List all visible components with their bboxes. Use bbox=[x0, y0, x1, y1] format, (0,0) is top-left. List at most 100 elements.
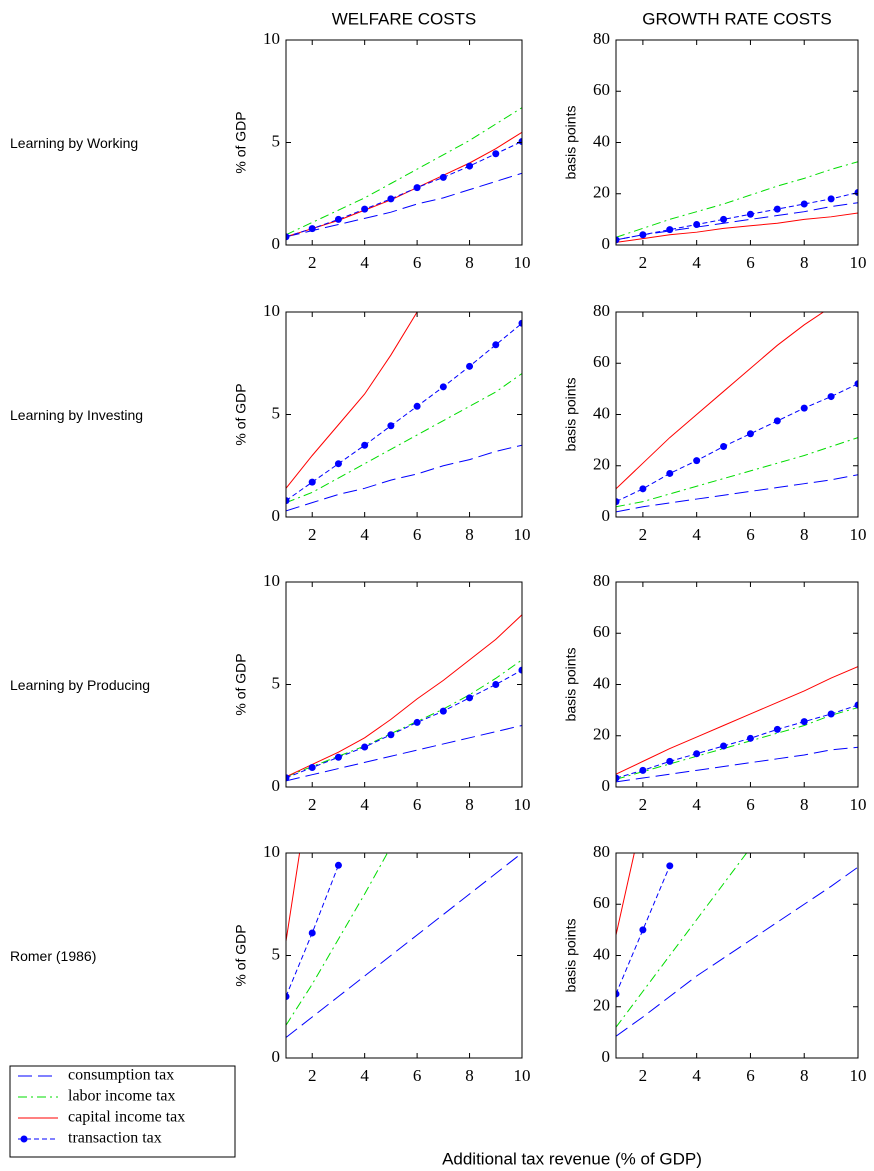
series-line bbox=[286, 444, 522, 512]
point bbox=[387, 195, 395, 203]
x-tick-label: 2 bbox=[639, 1066, 648, 1085]
point bbox=[466, 694, 474, 702]
point bbox=[286, 993, 290, 1000]
point bbox=[639, 231, 647, 239]
x-tick-label: 6 bbox=[746, 525, 755, 544]
series-line bbox=[616, 853, 635, 936]
series-line bbox=[616, 312, 825, 490]
y-tick-label: 60 bbox=[593, 352, 610, 371]
x-tick-label: 4 bbox=[692, 1066, 701, 1085]
point bbox=[466, 162, 474, 170]
point bbox=[387, 731, 395, 739]
point bbox=[639, 926, 647, 934]
point bbox=[773, 417, 781, 425]
axes-box bbox=[285, 581, 523, 788]
series-line bbox=[616, 383, 858, 503]
x-tick-label: 6 bbox=[413, 795, 422, 814]
series-line bbox=[286, 141, 522, 238]
series-line bbox=[286, 322, 522, 502]
axes-box bbox=[615, 852, 859, 1059]
x-tick-label: 4 bbox=[360, 1066, 369, 1085]
point bbox=[466, 362, 474, 370]
series-line bbox=[616, 437, 858, 508]
y-tick-label: 20 bbox=[593, 725, 610, 744]
point bbox=[413, 402, 421, 410]
y-tick-label: 40 bbox=[593, 131, 610, 150]
point bbox=[413, 184, 421, 192]
point bbox=[439, 383, 447, 391]
y-axis-label: % of GDP bbox=[233, 383, 249, 445]
series-line bbox=[286, 659, 522, 778]
y-tick-label: 10 bbox=[263, 842, 280, 861]
x-tick-label: 4 bbox=[692, 525, 701, 544]
point bbox=[308, 764, 316, 772]
x-tick-label: 10 bbox=[514, 253, 531, 272]
point bbox=[361, 743, 369, 751]
series-line bbox=[286, 172, 522, 238]
point bbox=[308, 478, 316, 486]
series-line bbox=[286, 853, 522, 1038]
x-tick-label: 8 bbox=[465, 1066, 474, 1085]
chart-title: WELFARE COSTS bbox=[332, 9, 477, 28]
point bbox=[361, 205, 369, 213]
x-tick-label: 10 bbox=[514, 1066, 531, 1085]
point bbox=[693, 750, 701, 758]
x-tick-label: 2 bbox=[308, 525, 317, 544]
y-tick-label: 0 bbox=[272, 776, 281, 795]
point bbox=[800, 718, 808, 726]
plot-area bbox=[286, 614, 522, 782]
point bbox=[827, 195, 835, 203]
x-tick-label: 8 bbox=[465, 253, 474, 272]
y-tick-label: 40 bbox=[593, 673, 610, 692]
x-tick-label: 8 bbox=[800, 253, 809, 272]
series-line bbox=[616, 191, 858, 241]
y-axis-label: basis points bbox=[563, 378, 579, 452]
y-axis-label: % of GDP bbox=[233, 111, 249, 173]
point bbox=[666, 862, 674, 870]
axes-box bbox=[285, 39, 523, 246]
point bbox=[854, 380, 858, 388]
point bbox=[666, 226, 674, 234]
x-tick-label: 8 bbox=[800, 1066, 809, 1085]
point bbox=[773, 725, 781, 733]
y-tick-label: 0 bbox=[272, 506, 281, 525]
legend-marker bbox=[20, 1135, 28, 1143]
series-line bbox=[616, 866, 858, 1037]
y-tick-label: 60 bbox=[593, 622, 610, 641]
x-tick-label: 6 bbox=[746, 253, 755, 272]
plot-area bbox=[286, 312, 522, 512]
point bbox=[387, 422, 395, 430]
y-tick-label: 80 bbox=[593, 301, 610, 320]
x-tick-label: 8 bbox=[465, 525, 474, 544]
point bbox=[361, 441, 369, 449]
plot-area bbox=[286, 853, 522, 1038]
point bbox=[308, 225, 316, 233]
point bbox=[492, 341, 500, 349]
x-tick-label: 6 bbox=[746, 795, 755, 814]
series-line bbox=[616, 666, 858, 775]
point bbox=[518, 666, 522, 674]
point bbox=[720, 742, 728, 750]
series-line bbox=[616, 865, 671, 995]
y-tick-label: 0 bbox=[272, 234, 281, 253]
y-axis-label: basis points bbox=[563, 919, 579, 993]
point bbox=[616, 990, 620, 998]
point bbox=[334, 215, 342, 223]
point bbox=[666, 757, 674, 765]
y-tick-label: 0 bbox=[602, 1047, 611, 1066]
y-tick-label: 40 bbox=[593, 944, 610, 963]
y-tick-label: 80 bbox=[593, 842, 610, 861]
point bbox=[492, 681, 500, 688]
point bbox=[334, 753, 342, 761]
x-tick-label: 2 bbox=[308, 253, 317, 272]
x-tick-label: 4 bbox=[360, 253, 369, 272]
series-line bbox=[616, 212, 858, 243]
point bbox=[666, 469, 674, 477]
y-axis-label: % of GDP bbox=[233, 653, 249, 715]
y-tick-label: 0 bbox=[602, 776, 611, 795]
y-tick-label: 20 bbox=[593, 183, 610, 202]
plot-area bbox=[616, 666, 858, 783]
x-tick-label: 10 bbox=[850, 1066, 867, 1085]
x-tick-label: 8 bbox=[465, 795, 474, 814]
